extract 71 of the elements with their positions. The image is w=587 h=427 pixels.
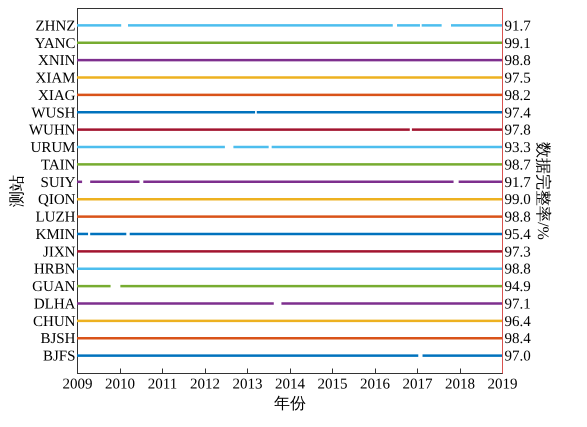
y2-tick-label: 98.4	[504, 331, 532, 348]
bar	[422, 354, 502, 357]
y2-tick-label: 98.7	[504, 157, 532, 174]
bar	[272, 146, 502, 148]
y2-tick-label: 95.4	[504, 226, 532, 243]
y-tick-label: XIAM	[36, 70, 76, 87]
y2-tick-label: 98.8	[504, 210, 531, 226]
y2-tick-label: 98.2	[504, 88, 531, 104]
y2-tick-label: 94.9	[504, 279, 531, 296]
bar	[90, 232, 126, 236]
bar	[256, 111, 502, 114]
bar	[77, 215, 502, 218]
y-tick-label: WUHN	[28, 122, 76, 139]
y-tick-label: QION	[38, 192, 76, 208]
bar	[77, 42, 502, 44]
y2-tick-label: 91.7	[504, 18, 532, 34]
bar	[77, 336, 502, 340]
y-tick-label: JIXN	[43, 244, 76, 260]
y-tick-label: LUZH	[36, 210, 76, 226]
y2-tick-label: 97.0	[504, 348, 531, 365]
y-tick-label: SUIY	[40, 174, 76, 191]
y-tick-label: XNIN	[38, 53, 76, 70]
y-tick-label: YANC	[34, 36, 76, 52]
x-tick-label: 2014	[275, 376, 306, 392]
bar	[77, 250, 502, 253]
x-tick-label: 2013	[232, 376, 262, 392]
y-tick-label: ZHNZ	[36, 18, 76, 34]
y-tick-label: CHUN	[32, 314, 76, 330]
bar	[451, 24, 502, 27]
bar	[77, 128, 410, 131]
y-tick-label: BJFS	[42, 348, 76, 365]
y-tick-label: HRBN	[34, 262, 76, 278]
y2-tick-label: 98.8	[504, 262, 531, 278]
x-tick-label: 2016	[360, 376, 390, 392]
y-tick-label: XIAG	[38, 88, 76, 104]
y-tick-label: KMIN	[36, 226, 76, 243]
y-tick-label: GUAN	[32, 279, 76, 296]
x-tick-label: 2017	[402, 376, 433, 392]
x-tick-label: 2015	[318, 376, 348, 392]
bar	[77, 163, 502, 166]
y2-tick-label: 97.5	[504, 70, 531, 87]
y-tick-label: BJSH	[40, 331, 76, 348]
y-tick-label: WUSH	[31, 105, 76, 122]
y-tick-label: DLHA	[34, 296, 76, 312]
x-tick-label: 2012	[190, 376, 220, 392]
bar	[77, 198, 502, 200]
y2-tick-label: 93.3	[504, 140, 531, 156]
x-tick-label: 2018	[445, 376, 475, 392]
y-tick-label: TAIN	[40, 157, 76, 174]
bar	[77, 320, 502, 322]
bar	[77, 284, 111, 288]
y2-tick-label: 97.8	[504, 122, 531, 139]
x-tick-label: 2019	[488, 376, 518, 392]
bar	[77, 94, 502, 96]
bar	[77, 76, 502, 79]
y2-tick-label: 97.3	[504, 244, 531, 260]
y2-tick-label: 91.7	[504, 174, 532, 191]
bar	[412, 128, 502, 131]
x-tick-label: 2011	[148, 376, 178, 392]
y2-tick-label: 99.1	[504, 36, 531, 52]
x-axis-title: 年份	[274, 396, 306, 412]
y2-tick-label: 97.4	[504, 105, 532, 122]
y2-axis-title: 数据完整率/%	[534, 142, 552, 240]
y-tick-label: URUM	[30, 140, 76, 156]
y2-tick-label: 97.1	[504, 296, 531, 312]
y2-tick-label: 98.8	[504, 53, 531, 70]
y2-tick-label: 99.0	[504, 192, 531, 208]
y-axis-title: 测站	[8, 175, 26, 207]
x-tick-label: 2010	[105, 376, 135, 392]
y2-tick-label: 96.4	[504, 314, 532, 330]
x-tick-label: 2009	[62, 376, 92, 392]
